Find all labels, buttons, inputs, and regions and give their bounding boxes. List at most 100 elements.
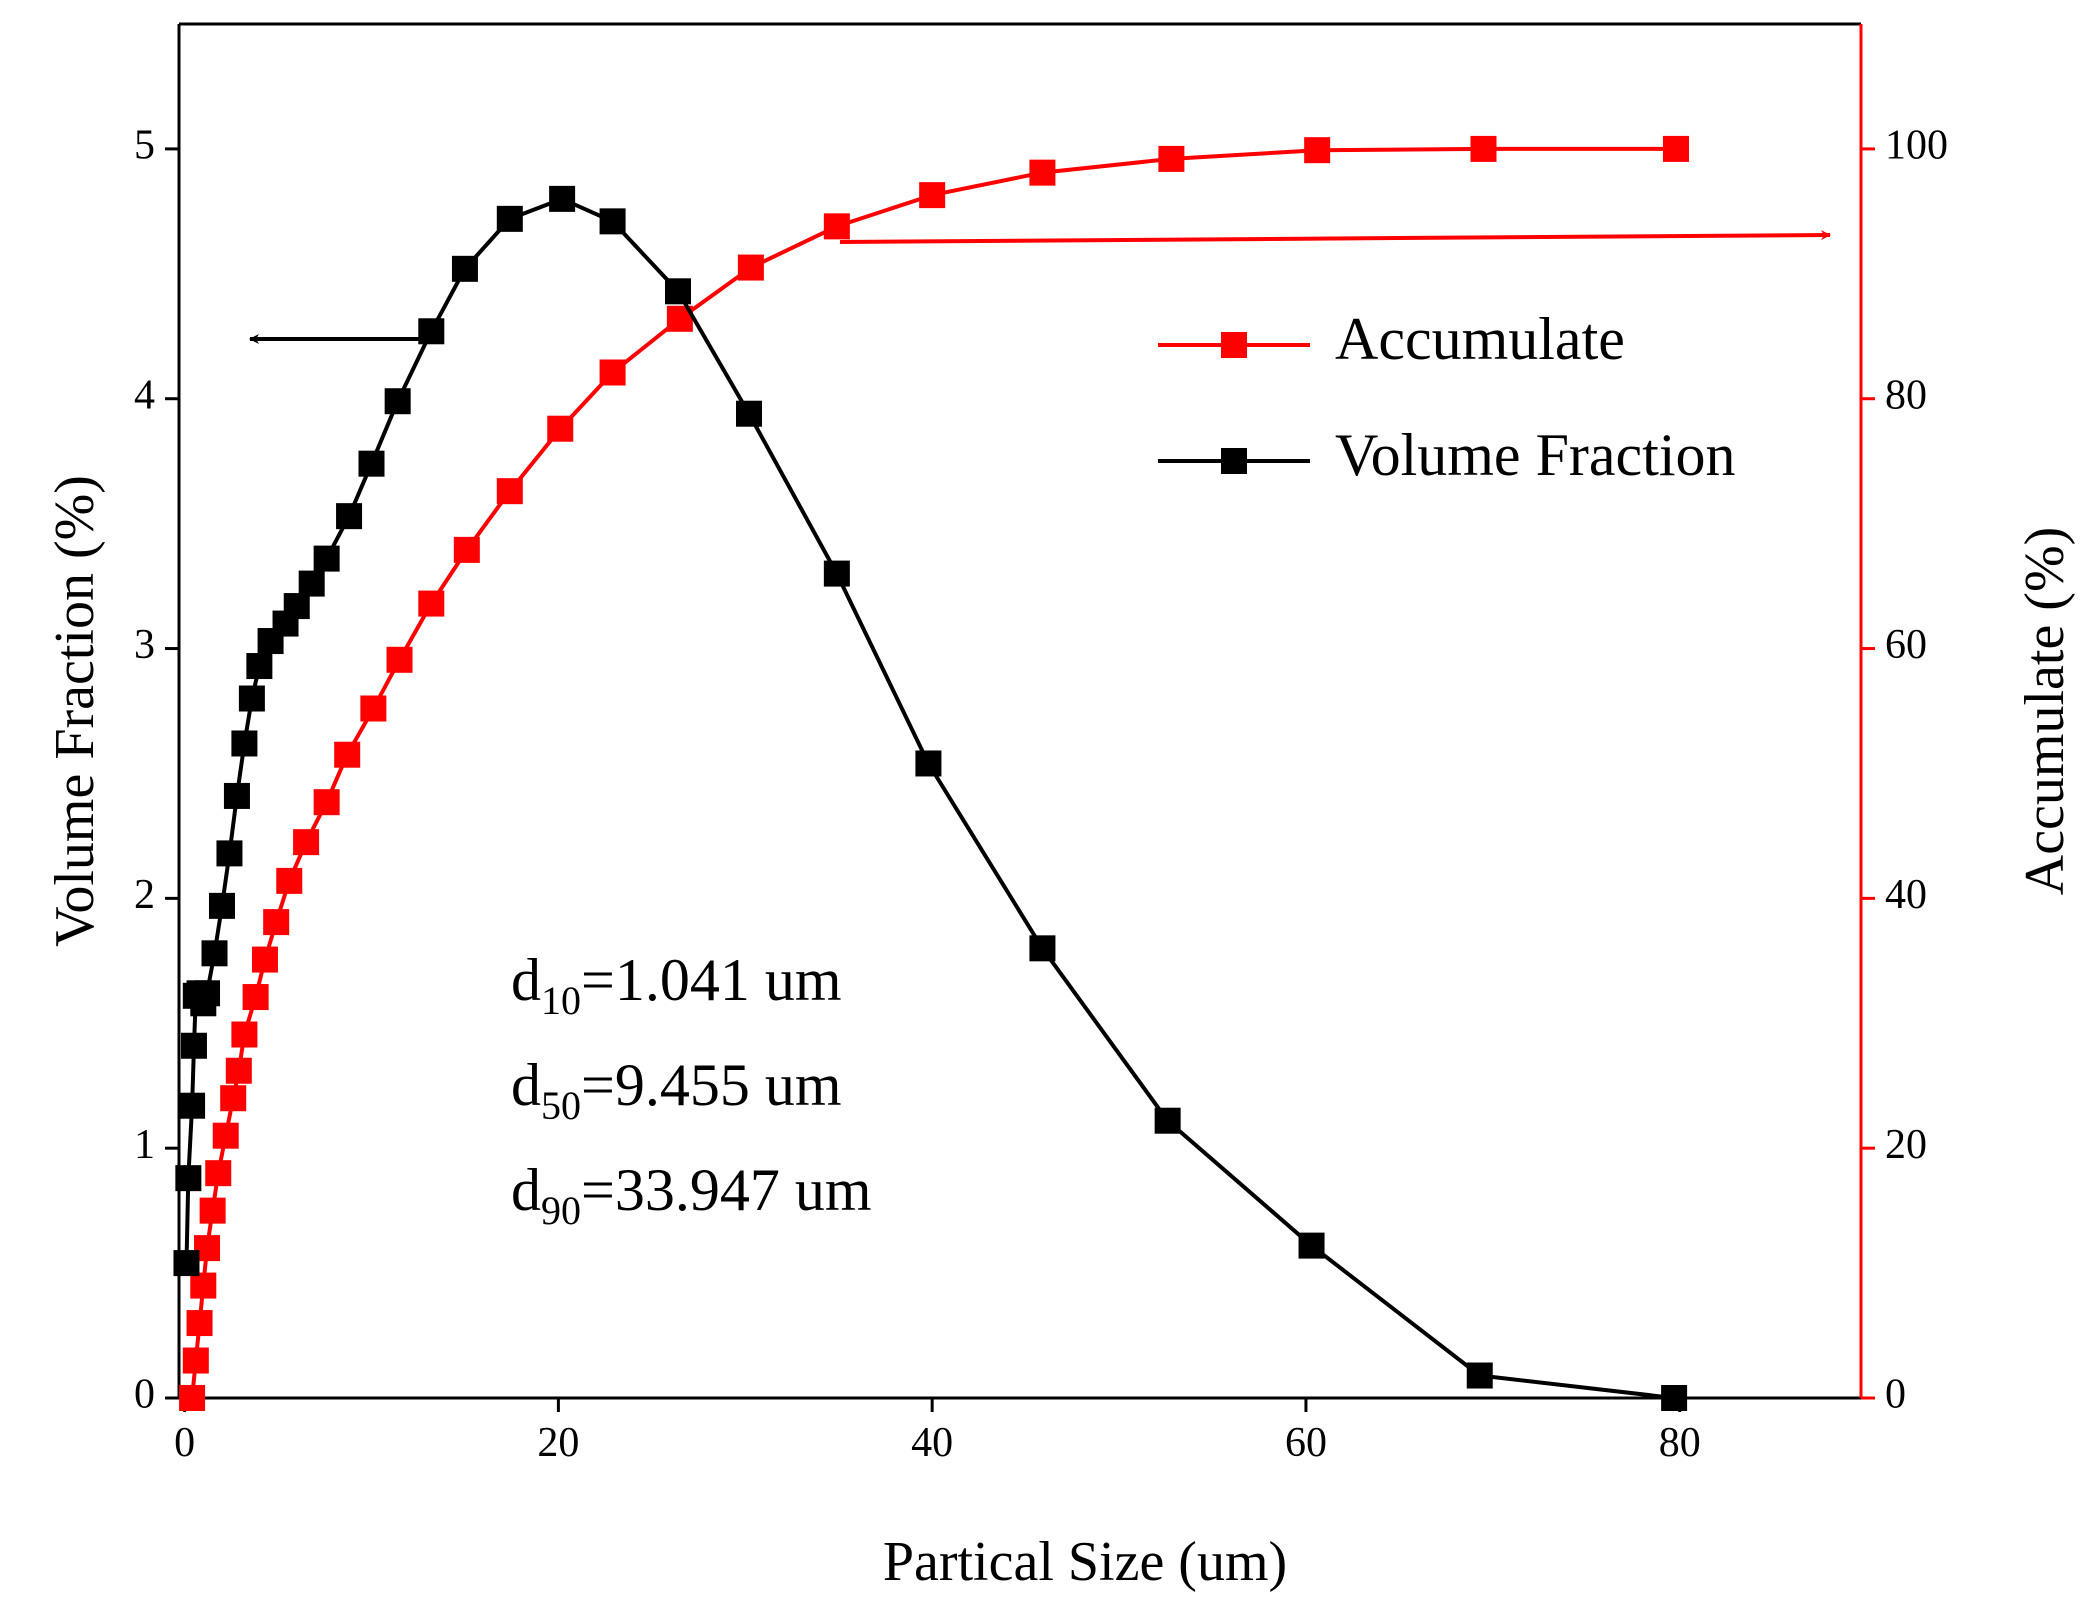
data-point [263, 909, 290, 936]
data-point [360, 695, 387, 722]
annotation: d50=9.455 um [511, 1052, 842, 1128]
annotation-text: =33.947 um [581, 1157, 872, 1223]
data-point [384, 388, 411, 415]
data-point [737, 254, 764, 281]
data-point [283, 593, 310, 620]
legend-marker [1221, 448, 1247, 474]
annotation-subscript: 90 [541, 1188, 581, 1233]
data-point [180, 1032, 207, 1059]
annotation: d90=33.947 um [511, 1157, 872, 1233]
y-tick-label: 3 [134, 622, 155, 668]
data-point [225, 1057, 252, 1084]
data-point [1661, 1385, 1688, 1411]
y2-tick-label: 100 [1885, 123, 1948, 169]
data-point [223, 782, 250, 809]
data-point [179, 1092, 206, 1119]
data-point [313, 545, 340, 572]
x-tick-label: 0 [174, 1420, 195, 1466]
x-tick-label: 60 [1285, 1420, 1327, 1466]
y-tick-label: 2 [134, 872, 155, 918]
y-axis-label: Volume Fraction (%) [44, 475, 106, 947]
data-point [919, 182, 946, 209]
x-tick-label: 40 [911, 1420, 953, 1466]
data-point [298, 570, 325, 597]
data-point [496, 205, 523, 232]
data-point [251, 946, 278, 973]
data-point [1298, 1232, 1325, 1259]
data-point [182, 1347, 209, 1374]
data-point [823, 560, 850, 587]
data-point [246, 653, 273, 680]
data-point [418, 318, 445, 345]
annotation-prefix: d [511, 1052, 541, 1118]
data-point [496, 478, 523, 505]
data-point [1470, 135, 1497, 162]
y-tick-label: 0 [134, 1372, 155, 1418]
data-point [736, 400, 763, 427]
y2-tick-label: 20 [1885, 1122, 1927, 1168]
y2-tick-label: 60 [1885, 622, 1927, 668]
data-point [1029, 159, 1056, 186]
data-point [208, 892, 235, 919]
data-point [199, 1197, 226, 1224]
data-point [915, 750, 942, 777]
y-tick-label: 1 [134, 1122, 155, 1168]
data-point [201, 940, 228, 967]
legend-marker [1221, 332, 1247, 358]
data-point [334, 741, 361, 768]
y2-axis-label: Accumulate (%) [2014, 527, 2076, 895]
data-point [453, 536, 480, 563]
x-tick-label: 20 [537, 1420, 579, 1466]
arrow-right [839, 230, 1831, 244]
data-point [231, 1021, 258, 1048]
annotation-prefix: d [511, 1157, 541, 1223]
data-point [173, 1250, 200, 1277]
data-point [1029, 935, 1056, 962]
y2-tick-label: 40 [1885, 872, 1927, 918]
annotation-text: =9.455 um [581, 1052, 842, 1118]
series-line [190, 146, 1676, 1399]
data-point [1154, 1107, 1181, 1134]
data-point [313, 789, 340, 816]
data-point [549, 185, 576, 212]
data-point [664, 278, 691, 305]
x-tick-label: 80 [1659, 1420, 1701, 1466]
series-line [184, 196, 1675, 1400]
data-point [216, 840, 243, 867]
annotation-subscript: 10 [541, 978, 581, 1023]
y-tick-label: 4 [134, 372, 155, 418]
data-point [175, 1165, 202, 1192]
data-point [599, 359, 626, 386]
data-point [186, 1310, 213, 1337]
data-point [1662, 135, 1689, 162]
data-point [1466, 1362, 1493, 1389]
data-point [547, 415, 574, 442]
data-point [293, 829, 320, 856]
data-point [194, 980, 221, 1007]
data-point [242, 984, 269, 1011]
data-point [190, 1272, 217, 1299]
data-point [386, 646, 413, 673]
data-point [212, 1122, 239, 1149]
data-point [599, 208, 626, 235]
annotation-prefix: d [511, 947, 541, 1013]
legend-label: Volume Fraction [1335, 422, 1736, 488]
data-point [451, 255, 478, 282]
data-point [231, 730, 258, 757]
data-point [418, 590, 445, 617]
data-point [358, 450, 385, 477]
data-point [823, 213, 850, 240]
data-point [276, 867, 303, 894]
x-axis-label: Partical Size (um) [883, 1531, 1287, 1593]
y2-tick-label: 0 [1885, 1372, 1906, 1418]
data-point [1304, 137, 1331, 164]
data-point [205, 1160, 232, 1187]
legend-label: Accumulate [1335, 306, 1625, 372]
annotation: d10=1.041 um [511, 947, 842, 1023]
data-point [220, 1085, 247, 1112]
y-tick-label: 5 [134, 123, 155, 169]
data-point [179, 1385, 206, 1411]
data-point [336, 503, 363, 530]
